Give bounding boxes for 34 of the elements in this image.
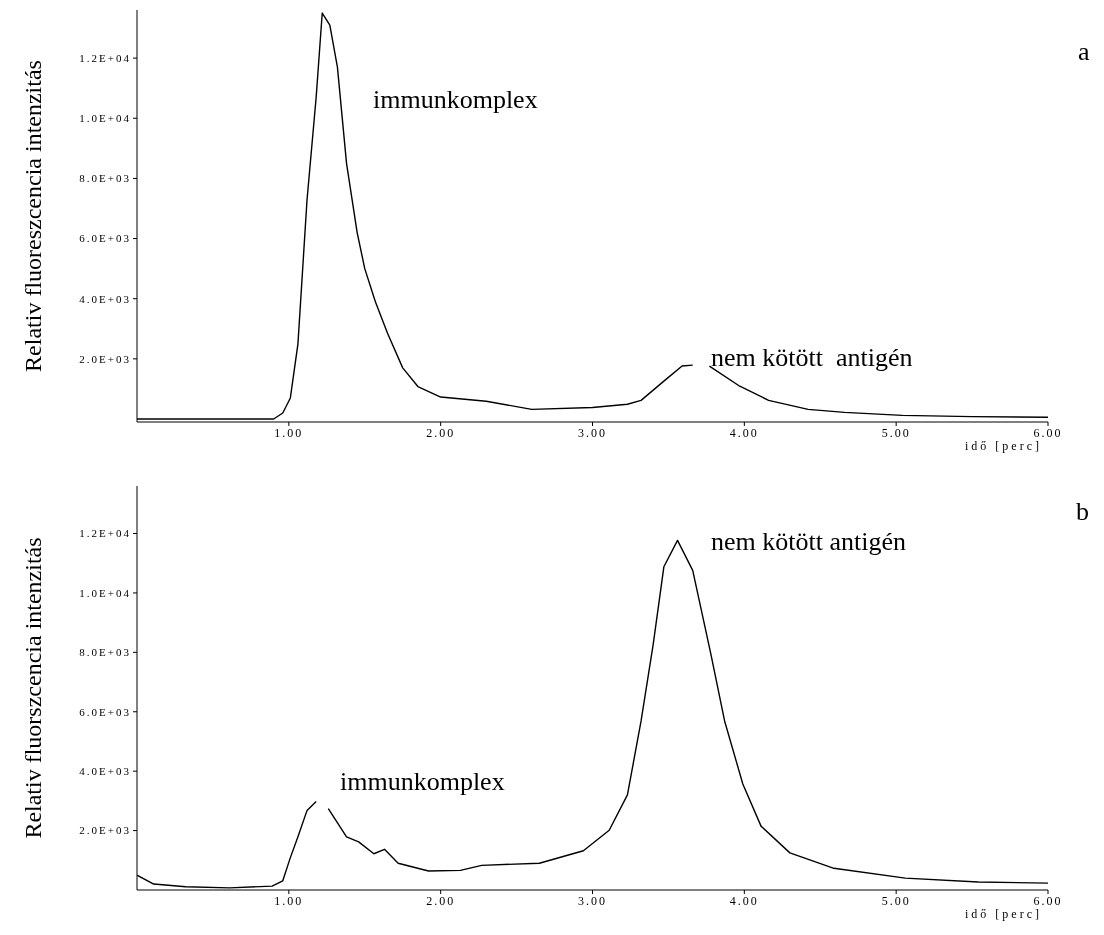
x-axis-title: idő [perc]	[965, 439, 1042, 453]
text: b	[1076, 497, 1089, 526]
y-axis-title: Relativ fluorszcencia intenzitás	[19, 537, 46, 839]
y-tick-label: 6.0E+03	[79, 232, 131, 245]
x-tick-label: 6.00	[1033, 893, 1063, 908]
y-tick-label: 8.0E+03	[79, 646, 131, 659]
x-tick-label: 3.00	[578, 893, 607, 908]
text: a	[1078, 37, 1090, 66]
y-tick-label: 4.0E+03	[79, 765, 131, 778]
y-tick-label: 8.0E+03	[79, 172, 131, 185]
y-tick-label: 1.0E+04	[79, 112, 131, 125]
annotation: nem kötött antigén	[711, 343, 913, 372]
x-tick-label: 5.00	[881, 425, 911, 440]
x-tick-label: 3.00	[578, 425, 607, 440]
y-tick-label: 4.0E+03	[79, 292, 131, 305]
x-tick-label: 2.00	[426, 893, 456, 908]
annotation: immunkomplex	[340, 767, 505, 796]
x-tick-label: 4.00	[729, 425, 759, 440]
y-axis-title: Relativ fluoreszcencia intenzitás	[19, 60, 46, 372]
annotation: nem kötött antigén	[711, 527, 906, 556]
y-tick-label: 1.2E+04	[79, 527, 131, 540]
x-tick-label: 1.00	[274, 893, 304, 908]
x-tick-label: 1.00	[274, 425, 304, 440]
y-tick-label: 1.2E+04	[79, 52, 131, 65]
x-tick-label: 4.00	[729, 893, 759, 908]
x-tick-label: 6.00	[1033, 425, 1063, 440]
y-tick-label: 6.0E+03	[79, 705, 131, 718]
x-axis-title: idő [perc]	[965, 907, 1042, 921]
annotation: immunkomplex	[373, 85, 538, 114]
x-tick-label: 5.00	[881, 893, 911, 908]
y-tick-label: 2.0E+03	[79, 352, 131, 365]
y-tick-label: 1.0E+04	[79, 586, 131, 599]
x-tick-label: 2.00	[426, 425, 456, 440]
y-tick-label: 2.0E+03	[79, 824, 131, 837]
